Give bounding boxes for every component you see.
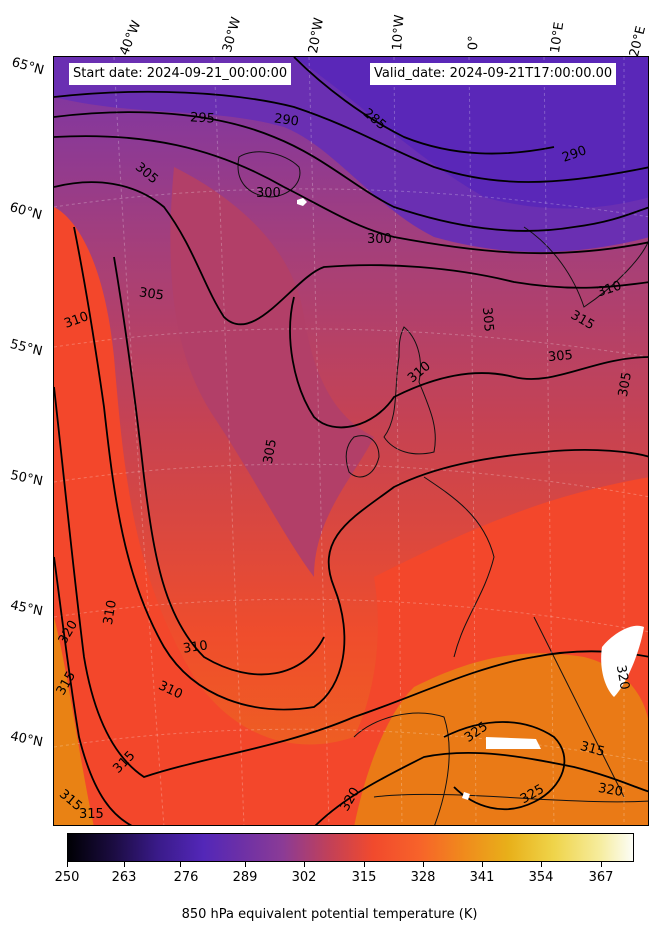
colorbar-tick-label: 276	[173, 870, 199, 885]
colorbar-tick	[541, 862, 542, 867]
colorbar-label: 850 hPa equivalent potential temperature…	[181, 907, 478, 922]
graticule-lat-50n	[54, 463, 648, 498]
map-panel	[53, 56, 649, 826]
contour-295	[54, 111, 648, 232]
graticule-lon-10e	[543, 57, 555, 825]
contour-label: 300	[256, 186, 281, 201]
ireland-coast	[345, 435, 380, 478]
lat-label-45n: 45°N	[8, 598, 45, 620]
contour-310-inner	[113, 256, 325, 676]
nodata-iceland	[297, 198, 307, 206]
graticule-lon-30w	[213, 57, 245, 825]
lon-label-10w: 10°W	[390, 14, 408, 52]
coldest-north-region	[294, 57, 648, 209]
graticule-lat-55n	[54, 328, 648, 358]
colorbar-tick	[245, 862, 246, 867]
scandinavia-coast	[523, 226, 648, 308]
italy-coast	[533, 616, 625, 798]
graticule-lon-20w	[308, 57, 330, 825]
valid-date-label: Valid_date: 2024-09-21T17:00:00.00	[370, 63, 617, 85]
lon-label-40w: 40°W	[117, 18, 145, 58]
north-africa-coast	[373, 793, 648, 803]
mid-plume-region	[170, 167, 374, 577]
colorbar-tick	[364, 862, 365, 867]
colorbar-tick	[180, 862, 181, 867]
colorbar-tick-label: 367	[588, 870, 614, 885]
colorbar-tick-label: 354	[528, 870, 554, 885]
contour-285	[293, 57, 555, 155]
graticule-lat-60n	[54, 188, 648, 218]
colorbar	[67, 833, 634, 862]
graticule-lon-40w	[113, 57, 165, 825]
graticule-lon-0	[468, 57, 477, 825]
lat-label-40n: 40°N	[8, 729, 45, 751]
lon-label-10e: 10°E	[548, 21, 568, 55]
colorbar-tick	[304, 862, 305, 867]
colorbar-tick-label: 250	[54, 870, 80, 885]
contour-305-plume	[289, 296, 648, 429]
contour-325	[443, 721, 566, 811]
france-coast	[423, 476, 495, 658]
lat-label-50n: 50°N	[8, 468, 45, 490]
contour-label: 295	[189, 110, 216, 127]
lon-label-20e: 20°E	[627, 24, 650, 59]
graticule-lon-10w	[393, 57, 403, 825]
nodata-east-med	[601, 625, 644, 697]
hot-southwest-region	[54, 617, 94, 825]
contour-310-west	[73, 226, 648, 711]
nodata-south-1	[486, 737, 541, 749]
contour-305-north	[54, 181, 648, 326]
colorbar-tick-label: 302	[291, 870, 317, 885]
contour-315	[54, 386, 648, 778]
lat-label-65n: 65°N	[9, 55, 46, 79]
uk-coast	[383, 326, 436, 455]
theta-e-field	[54, 57, 648, 825]
colorbar-tick	[601, 862, 602, 867]
nodata-south-2	[462, 792, 470, 800]
contour-label: 315	[79, 807, 104, 822]
graticule-lat-45n	[54, 598, 648, 633]
iberia-coast	[353, 712, 450, 825]
colorbar-tick	[482, 862, 483, 867]
lon-label-0: 0°	[466, 35, 482, 51]
iceland-coast	[237, 151, 301, 198]
colorbar-tick	[124, 862, 125, 867]
colorbar-tick	[67, 862, 68, 867]
contour-label: 305	[478, 306, 496, 333]
colorbar-tick	[423, 862, 424, 867]
contour-label: 305	[547, 347, 574, 366]
lon-label-20w: 20°W	[306, 16, 328, 55]
colorbar-tick-label: 341	[469, 870, 495, 885]
contour-290	[54, 90, 648, 183]
graticule-lat-40n	[54, 728, 648, 763]
lon-label-30w: 30°W	[220, 15, 245, 55]
colorbar-tick-label: 315	[351, 870, 377, 885]
contour-300	[54, 135, 648, 255]
lat-label-55n: 55°N	[8, 337, 44, 360]
colorbar-tick-label: 328	[410, 870, 436, 885]
colorbar-tick-label: 289	[232, 870, 258, 885]
contour-320-east	[314, 751, 648, 825]
lat-label-60n: 60°N	[7, 200, 44, 224]
start-date-label: Start date: 2024-09-21_00:00:00	[69, 63, 292, 85]
contour-label: 300	[367, 232, 392, 247]
colorbar-tick-label: 263	[111, 870, 137, 885]
contour-320	[54, 556, 133, 825]
